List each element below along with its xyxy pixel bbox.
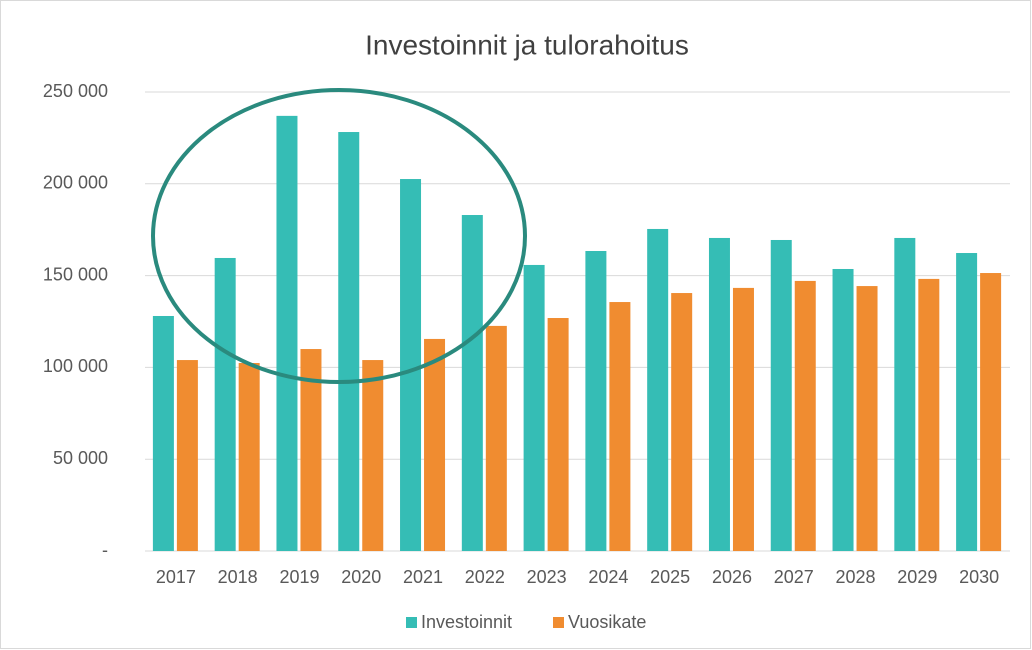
bar <box>424 338 446 551</box>
bar <box>300 349 322 551</box>
bar <box>547 318 569 551</box>
highlight-ellipse <box>151 88 527 384</box>
bar <box>461 215 483 551</box>
bar <box>956 253 978 551</box>
x-tick-label: 2022 <box>465 567 505 587</box>
bar <box>794 280 816 551</box>
bar <box>214 257 236 551</box>
bar <box>832 268 854 551</box>
x-tick-label: 2020 <box>341 567 381 587</box>
y-tick-label: 200 000 <box>43 173 108 193</box>
bar <box>276 115 298 552</box>
y-tick-label: 50 000 <box>53 448 108 468</box>
bar <box>338 132 360 552</box>
chart-title: Investoinnit ja tulorahoitus <box>365 29 689 60</box>
bar <box>647 228 669 551</box>
bar <box>609 302 631 551</box>
bar <box>894 237 916 551</box>
bar <box>856 286 878 551</box>
bar <box>238 362 260 551</box>
y-tick-label: 150 000 <box>43 264 108 284</box>
x-tick-label: 2021 <box>403 567 443 587</box>
bar <box>523 264 545 551</box>
x-tick-label: 2025 <box>650 567 690 587</box>
x-tick-label: 2024 <box>588 567 628 587</box>
bar <box>400 179 422 551</box>
bar <box>708 237 730 551</box>
legend-label: Investoinnit <box>421 612 512 632</box>
x-tick-label: 2017 <box>156 567 196 587</box>
x-tick-label: 2030 <box>959 567 999 587</box>
legend-swatch <box>553 617 564 628</box>
bar <box>585 250 607 551</box>
legend-label: Vuosikate <box>568 612 646 632</box>
bar <box>918 278 940 551</box>
x-tick-label: 2027 <box>774 567 814 587</box>
x-tick-label: 2019 <box>279 567 319 587</box>
x-tick-label: 2028 <box>836 567 876 587</box>
bar <box>362 360 384 551</box>
bar <box>176 360 198 551</box>
y-tick-label: - <box>102 540 108 560</box>
bar <box>770 239 792 551</box>
bar <box>980 273 1002 551</box>
x-tick-label: 2026 <box>712 567 752 587</box>
x-tick-label: 2018 <box>218 567 258 587</box>
bar <box>732 287 754 551</box>
bar <box>152 315 174 551</box>
y-tick-label: 250 000 <box>43 81 108 101</box>
y-tick-label: 100 000 <box>43 356 108 376</box>
plot-area: - 50 000 100 000 150 000 200 000 250 000 2017 2… <box>43 81 1010 632</box>
x-tick-label: 2029 <box>897 567 937 587</box>
legend-swatch <box>406 617 417 628</box>
bar <box>485 325 507 551</box>
bar <box>671 293 693 551</box>
x-tick-label: 2023 <box>527 567 567 587</box>
